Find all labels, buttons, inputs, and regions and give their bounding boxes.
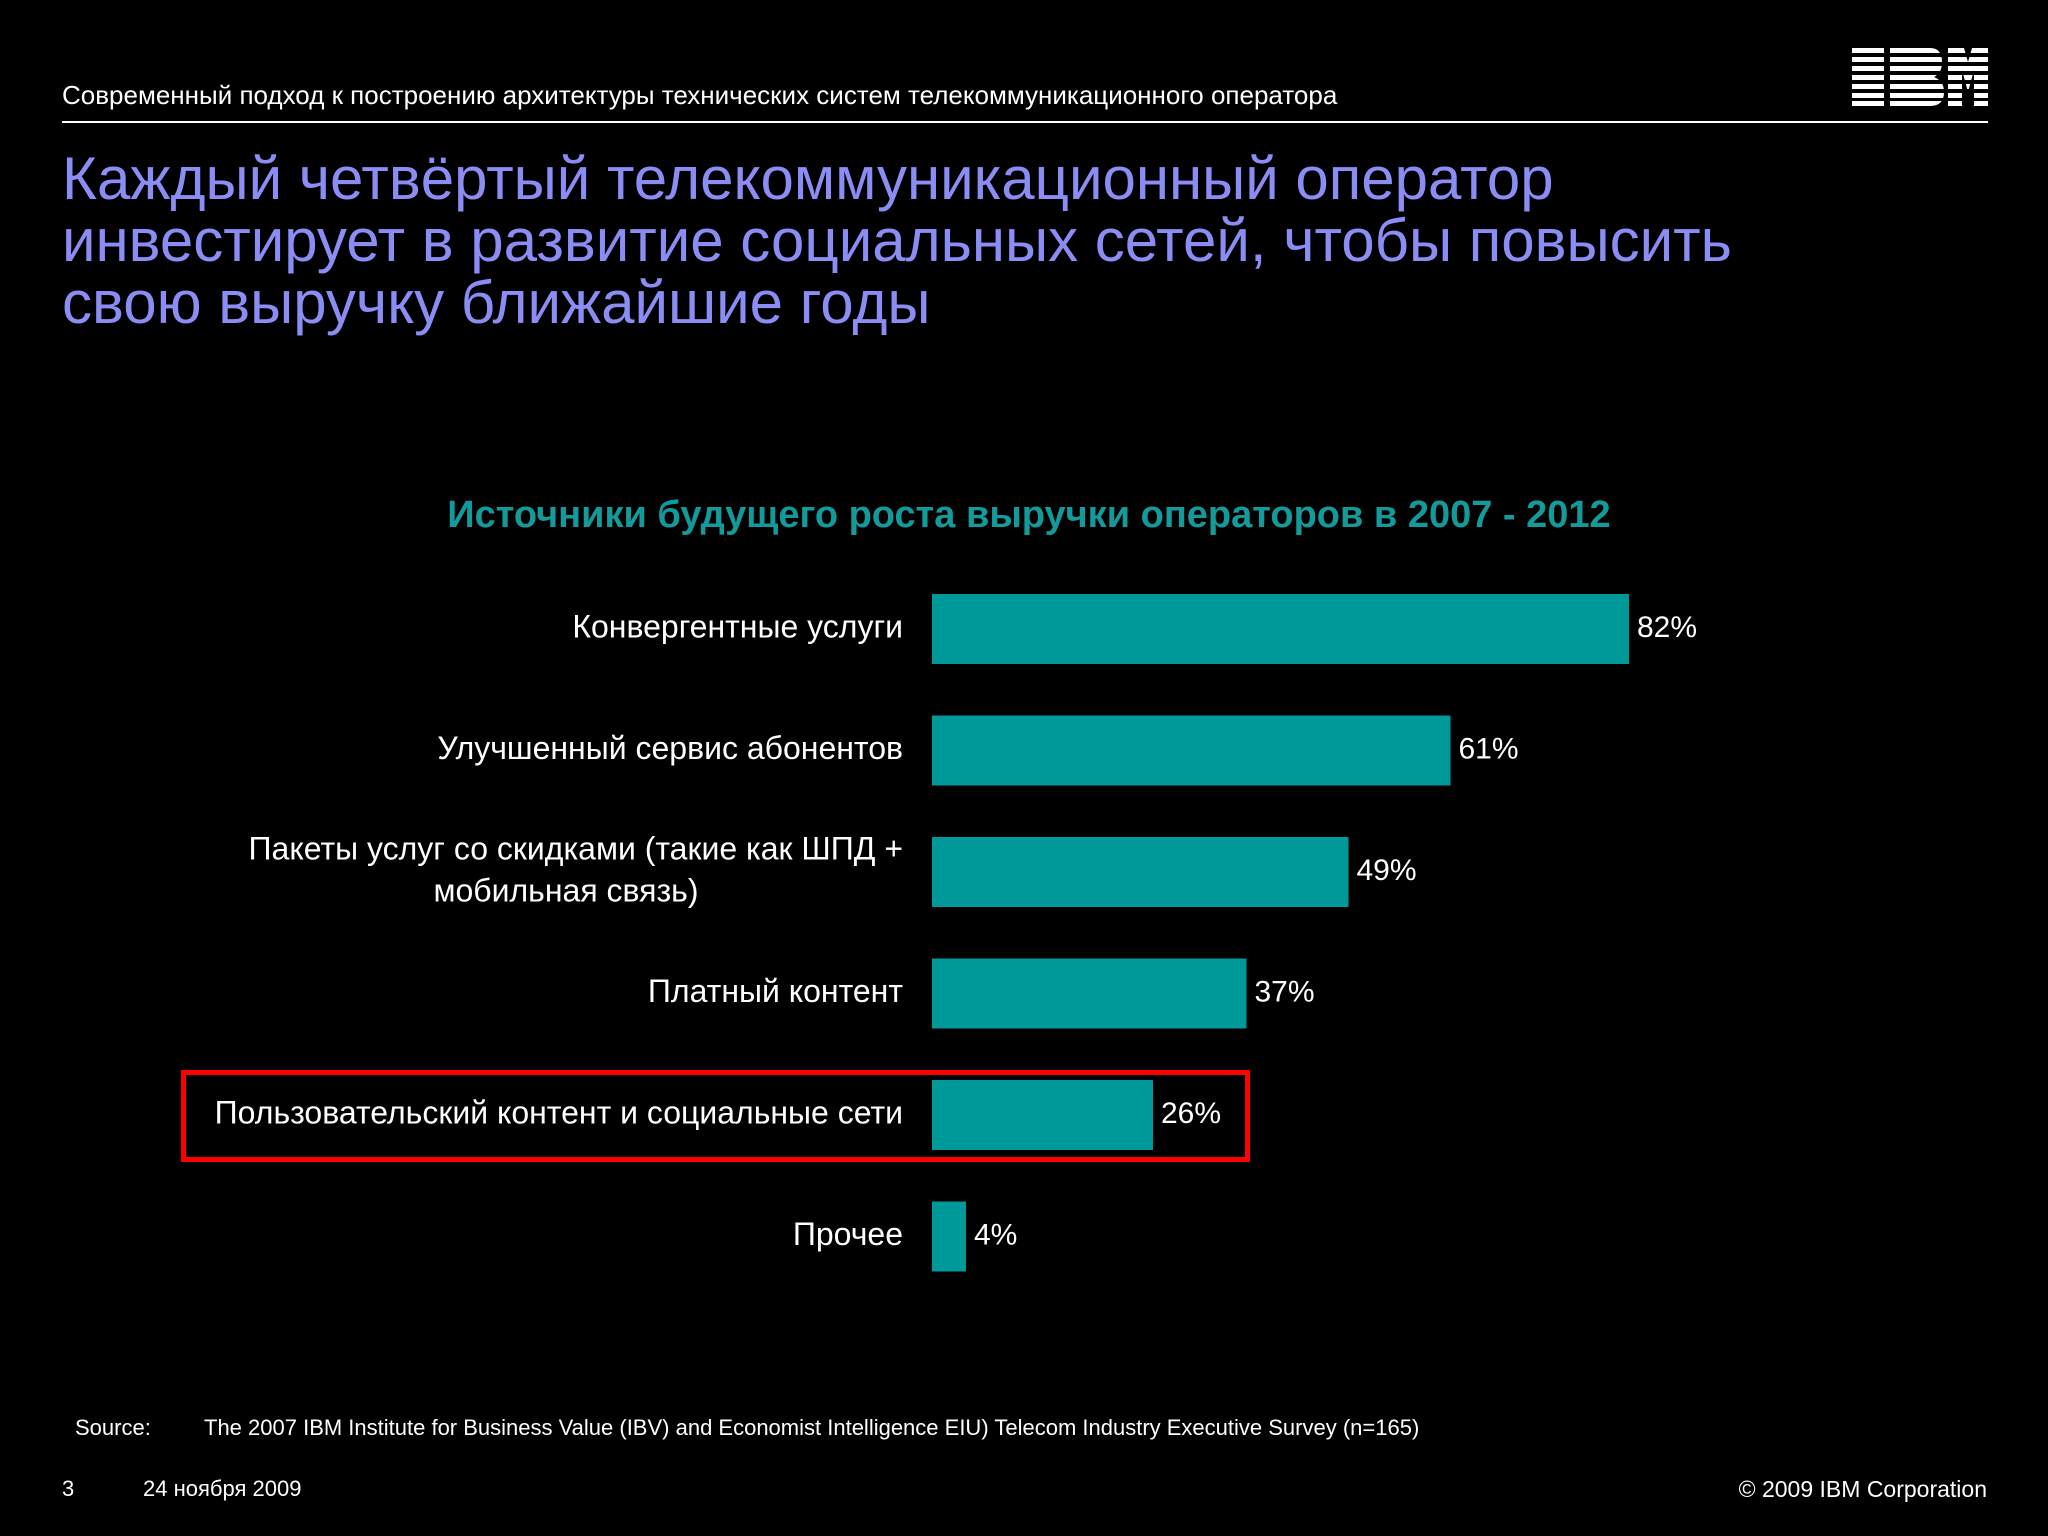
- category-label-4-line-0: Пользовательский контент и социальные се…: [215, 1094, 903, 1130]
- value-label-0: 82%: [1637, 611, 1697, 644]
- header-divider: [62, 121, 1988, 123]
- slide-title-line-2: инвестирует в развитие социальных сетей,…: [62, 207, 1732, 274]
- value-label-3: 37%: [1255, 975, 1315, 1008]
- bar-1: [932, 715, 1451, 786]
- bar-3: [932, 958, 1247, 1029]
- value-label-4: 26%: [1161, 1097, 1221, 1130]
- bar-4: [932, 1080, 1153, 1150]
- bar-5: [932, 1201, 966, 1272]
- slide-title-line-3: свою выручку ближайшие годы: [62, 269, 931, 336]
- page-number: 3: [62, 1476, 75, 1501]
- category-label-3-line-0: Платный контент: [648, 973, 903, 1009]
- value-label-1: 61%: [1459, 732, 1519, 765]
- category-label-2-line-0: Пакеты услуг со скидками (такие как ШПД …: [249, 830, 903, 866]
- source-text: The 2007 IBM Institute for Business Valu…: [204, 1415, 1420, 1440]
- chart-title: Источники будущего роста выручки операто…: [447, 494, 1611, 536]
- value-label-5: 4%: [974, 1218, 1017, 1251]
- category-label-0-line-0: Конвергентные услуги: [572, 608, 903, 644]
- category-label-2-line-1: мобильная связь): [434, 872, 699, 908]
- page-date: 24 ноября 2009: [143, 1476, 302, 1501]
- ibm-logo: [1852, 48, 1988, 106]
- bar-0: [932, 594, 1629, 664]
- slide-title-line-1: Каждый четвёртый телекоммуникационный оп…: [62, 145, 1554, 212]
- category-label-5-line-0: Прочее: [793, 1216, 903, 1252]
- category-label-1-line-0: Улучшенный сервис абонентов: [437, 730, 903, 766]
- copyright: © 2009 IBM Corporation: [1738, 1476, 1987, 1502]
- header-subtitle: Современный подход к построению архитект…: [62, 80, 1338, 110]
- slide-title: Каждый четвёртый телекоммуникационный оп…: [62, 148, 1962, 334]
- source-label: Source:: [75, 1415, 151, 1440]
- bar-2: [932, 837, 1349, 907]
- value-label-2: 49%: [1357, 854, 1417, 887]
- highlight-box: [181, 1070, 1250, 1162]
